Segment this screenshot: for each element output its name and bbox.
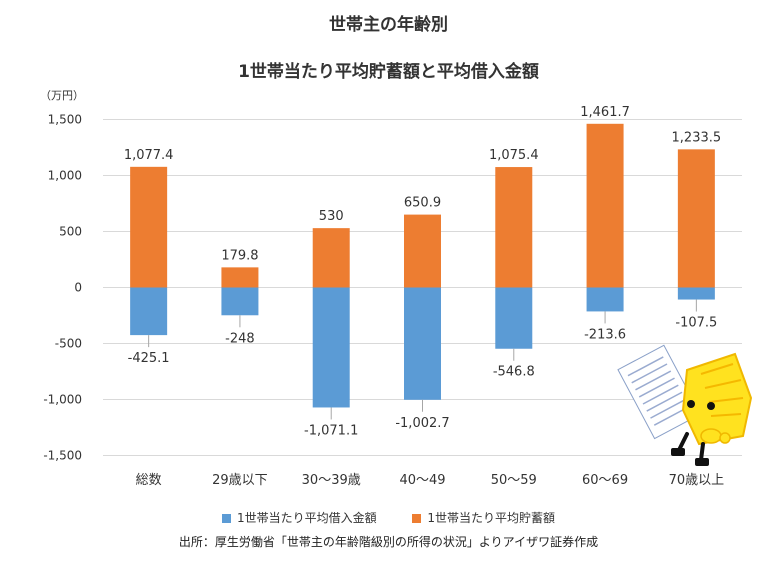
source-note: 出所：厚生労働省「世帯主の年齢階級別の所得の状況」よりアイザワ証券作成 (178, 535, 599, 549)
borrowing-bar (495, 287, 533, 349)
borrowing-value-label: -107.5 (675, 316, 717, 331)
borrowing-bar (130, 287, 168, 336)
borrowing-value-label: -248 (225, 331, 255, 346)
x-category-label: 50～59 (491, 473, 537, 488)
savings-value-label: 1,233.5 (672, 130, 722, 145)
savings-bar (221, 267, 259, 288)
y-tick-label: 500 (59, 225, 82, 239)
legend-swatch-savings (412, 514, 422, 523)
savings-value-label: 1,077.4 (124, 148, 174, 163)
chart-title-line1: 世帯主の年齢別 (329, 15, 448, 35)
borrowing-bar (677, 287, 715, 300)
savings-bar (677, 149, 715, 288)
yellow-character-icon (671, 352, 753, 466)
borrowing-value-label: -425.1 (128, 351, 170, 366)
savings-bar (495, 167, 533, 288)
savings-bar (404, 214, 441, 288)
x-category-label: 29歳以下 (212, 473, 268, 488)
chart-title-line2: 1世帯当たり平均貯蓄額と平均借入金額 (238, 62, 539, 82)
y-tick-label: 1,500 (48, 113, 82, 127)
savings-value-label: 650.9 (404, 196, 441, 211)
legend-item-borrowing: 1世帯当たり平均借入金額 (221, 509, 377, 526)
y-tick-label: -1,000 (43, 393, 82, 407)
borrowing-bar (586, 287, 624, 312)
savings-value-label: 1,461.7 (580, 105, 630, 120)
legend-swatch-borrowing (221, 514, 231, 523)
bar-chart: （万円） 1,500 1,000 500 0 -500 -1,000 -1,500 1,077.… (40, 89, 742, 488)
y-tick-label: 0 (74, 281, 82, 295)
x-category-label: 40～49 (399, 473, 445, 488)
legend-label-borrowing: 1世帯当たり平均借入金額 (236, 511, 377, 525)
chart-legend: 1世帯当たり平均借入金額 1世帯当たり平均貯蓄額 (0, 509, 777, 526)
borrowing-value-label: -1,002.7 (395, 416, 449, 431)
borrowing-value-label: -546.8 (493, 365, 535, 380)
paper-sheet-icon (617, 344, 702, 440)
savings-bar (312, 228, 350, 288)
legend-item-savings: 1世帯当たり平均貯蓄額 (412, 509, 555, 526)
borrowing-bar (404, 287, 441, 400)
savings-value-label: 530 (319, 209, 344, 224)
savings-bar (130, 166, 168, 288)
savings-value-label: 1,075.4 (489, 148, 539, 163)
savings-value-label: 179.8 (221, 248, 258, 263)
x-category-label: 70歳以上 (669, 473, 725, 488)
legend-label-savings: 1世帯当たり平均貯蓄額 (427, 511, 556, 525)
borrowing-bar (312, 287, 350, 408)
y-tick-label: 1,000 (48, 169, 82, 183)
y-tick-label: -500 (55, 337, 82, 351)
y-axis-unit-label: （万円） (40, 89, 84, 102)
borrowing-value-label: -213.6 (584, 327, 626, 342)
document-character-illustration (617, 344, 753, 466)
y-tick-label: -1,500 (43, 449, 82, 463)
savings-bar (586, 123, 624, 288)
x-category-label: 総数 (136, 473, 162, 488)
x-category-label: 60～69 (582, 473, 628, 488)
x-category-label: 30～39歳 (302, 473, 361, 488)
borrowing-bar (221, 287, 259, 316)
borrowing-value-label: -1,071.1 (304, 423, 358, 438)
